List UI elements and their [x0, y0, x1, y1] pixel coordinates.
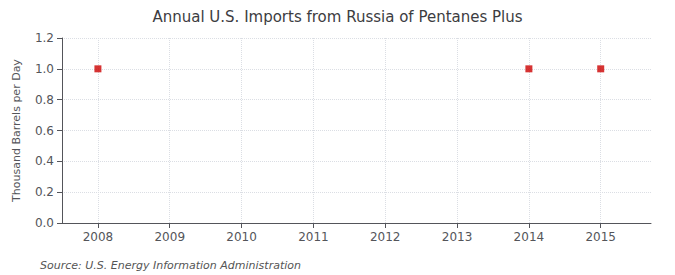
- svg-text:0.4: 0.4: [35, 154, 54, 168]
- svg-text:0.6: 0.6: [35, 124, 54, 138]
- svg-text:2010: 2010: [226, 230, 257, 244]
- svg-text:2014: 2014: [514, 230, 545, 244]
- svg-text:Annual U.S. Imports from Russi: Annual U.S. Imports from Russia of Penta…: [152, 8, 522, 26]
- svg-text:1.2: 1.2: [35, 31, 54, 45]
- svg-text:0.2: 0.2: [35, 185, 54, 199]
- svg-text:2011: 2011: [298, 230, 329, 244]
- svg-text:2012: 2012: [370, 230, 401, 244]
- svg-text:0.8: 0.8: [35, 93, 54, 107]
- svg-text:2013: 2013: [442, 230, 473, 244]
- svg-text:2008: 2008: [83, 230, 114, 244]
- svg-text:2009: 2009: [154, 230, 185, 244]
- svg-text:2015: 2015: [585, 230, 616, 244]
- svg-text:0.0: 0.0: [35, 216, 54, 230]
- svg-text:Source: U.S. Energy Informatio: Source: U.S. Energy Information Administ…: [40, 259, 301, 272]
- svg-text:Thousand Barrels per Day: Thousand Barrels per Day: [10, 59, 23, 203]
- svg-text:1.0: 1.0: [35, 62, 54, 76]
